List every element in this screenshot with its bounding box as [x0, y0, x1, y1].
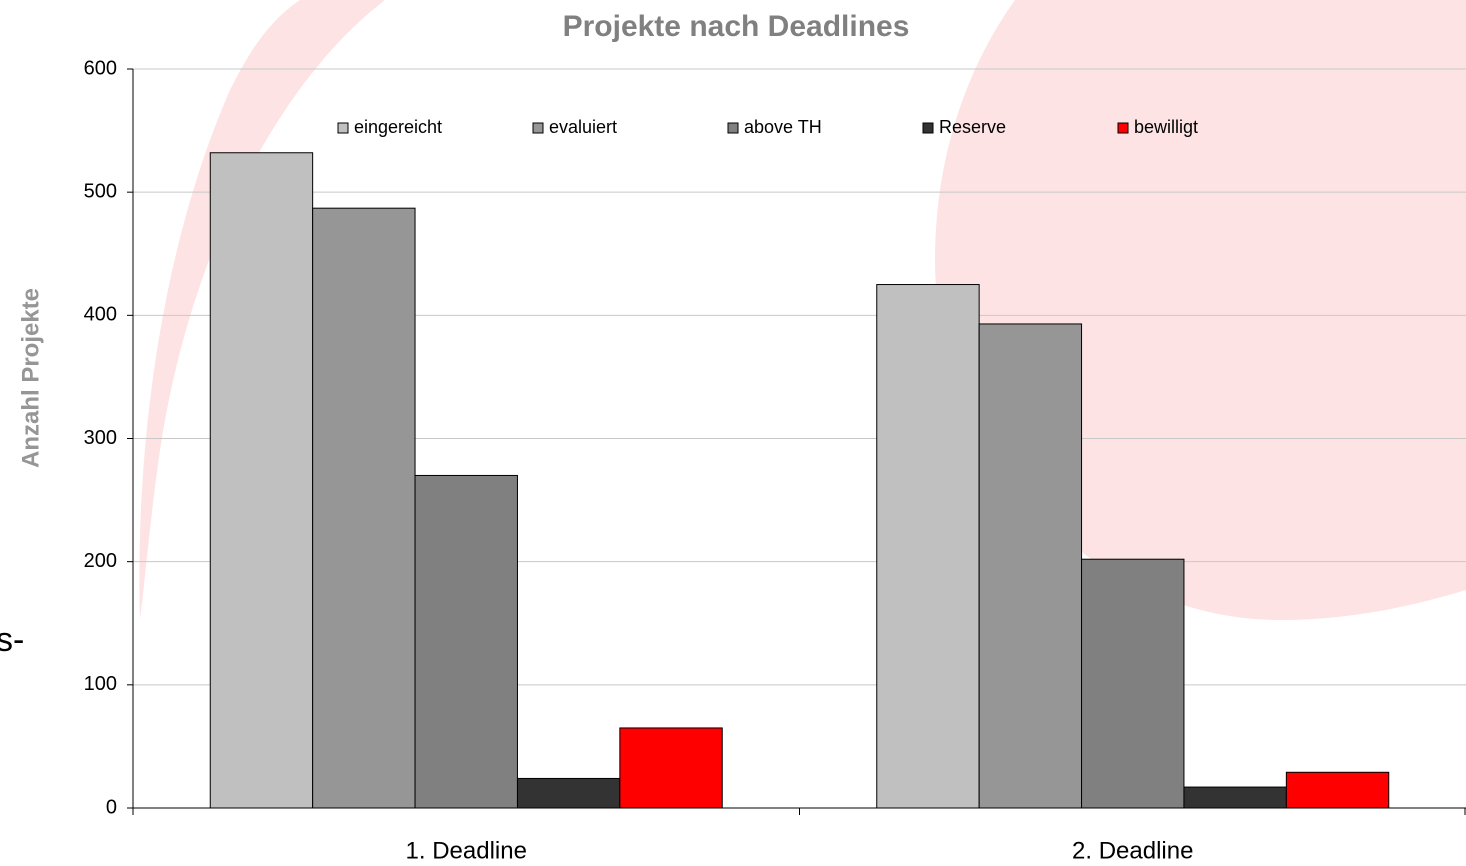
bar [414, 474, 518, 809]
legend-label: bewilligt [1134, 117, 1198, 137]
bar [1081, 558, 1185, 809]
bar [209, 152, 314, 809]
legend-label: eingereicht [354, 117, 442, 137]
x-tick-label: 2. Deadline [1072, 837, 1193, 864]
legend-swatch [727, 122, 739, 134]
y-axis-label: Anzahl Projekte [17, 288, 44, 468]
bar [619, 727, 723, 809]
bar [312, 207, 416, 809]
annotation: s- [0, 621, 24, 659]
legend-swatch [532, 122, 544, 134]
x-tick-label: 1. Deadline [406, 837, 527, 864]
y-tick-label: 300 [84, 427, 117, 449]
y-tick-label: 500 [84, 180, 117, 202]
legend-label: Reserve [939, 117, 1006, 137]
y-tick-label: 200 [84, 550, 117, 572]
bar [1285, 771, 1390, 809]
bar [978, 323, 1083, 809]
y-tick-label: 0 [106, 796, 117, 818]
legend-swatch [337, 122, 349, 134]
legend-label: above TH [744, 117, 822, 137]
bar [876, 284, 980, 809]
bar [1183, 786, 1287, 809]
legend-label: evaluiert [549, 117, 617, 137]
y-tick-label: 600 [84, 57, 117, 79]
legend-swatch [1117, 122, 1129, 134]
y-tick-label: 400 [84, 304, 117, 326]
bar [516, 777, 621, 809]
y-tick-label: 100 [84, 673, 117, 695]
background-swoosh [139, 0, 385, 620]
chart-title: Projekte nach Deadlines [563, 10, 910, 43]
legend-swatch [922, 122, 934, 134]
